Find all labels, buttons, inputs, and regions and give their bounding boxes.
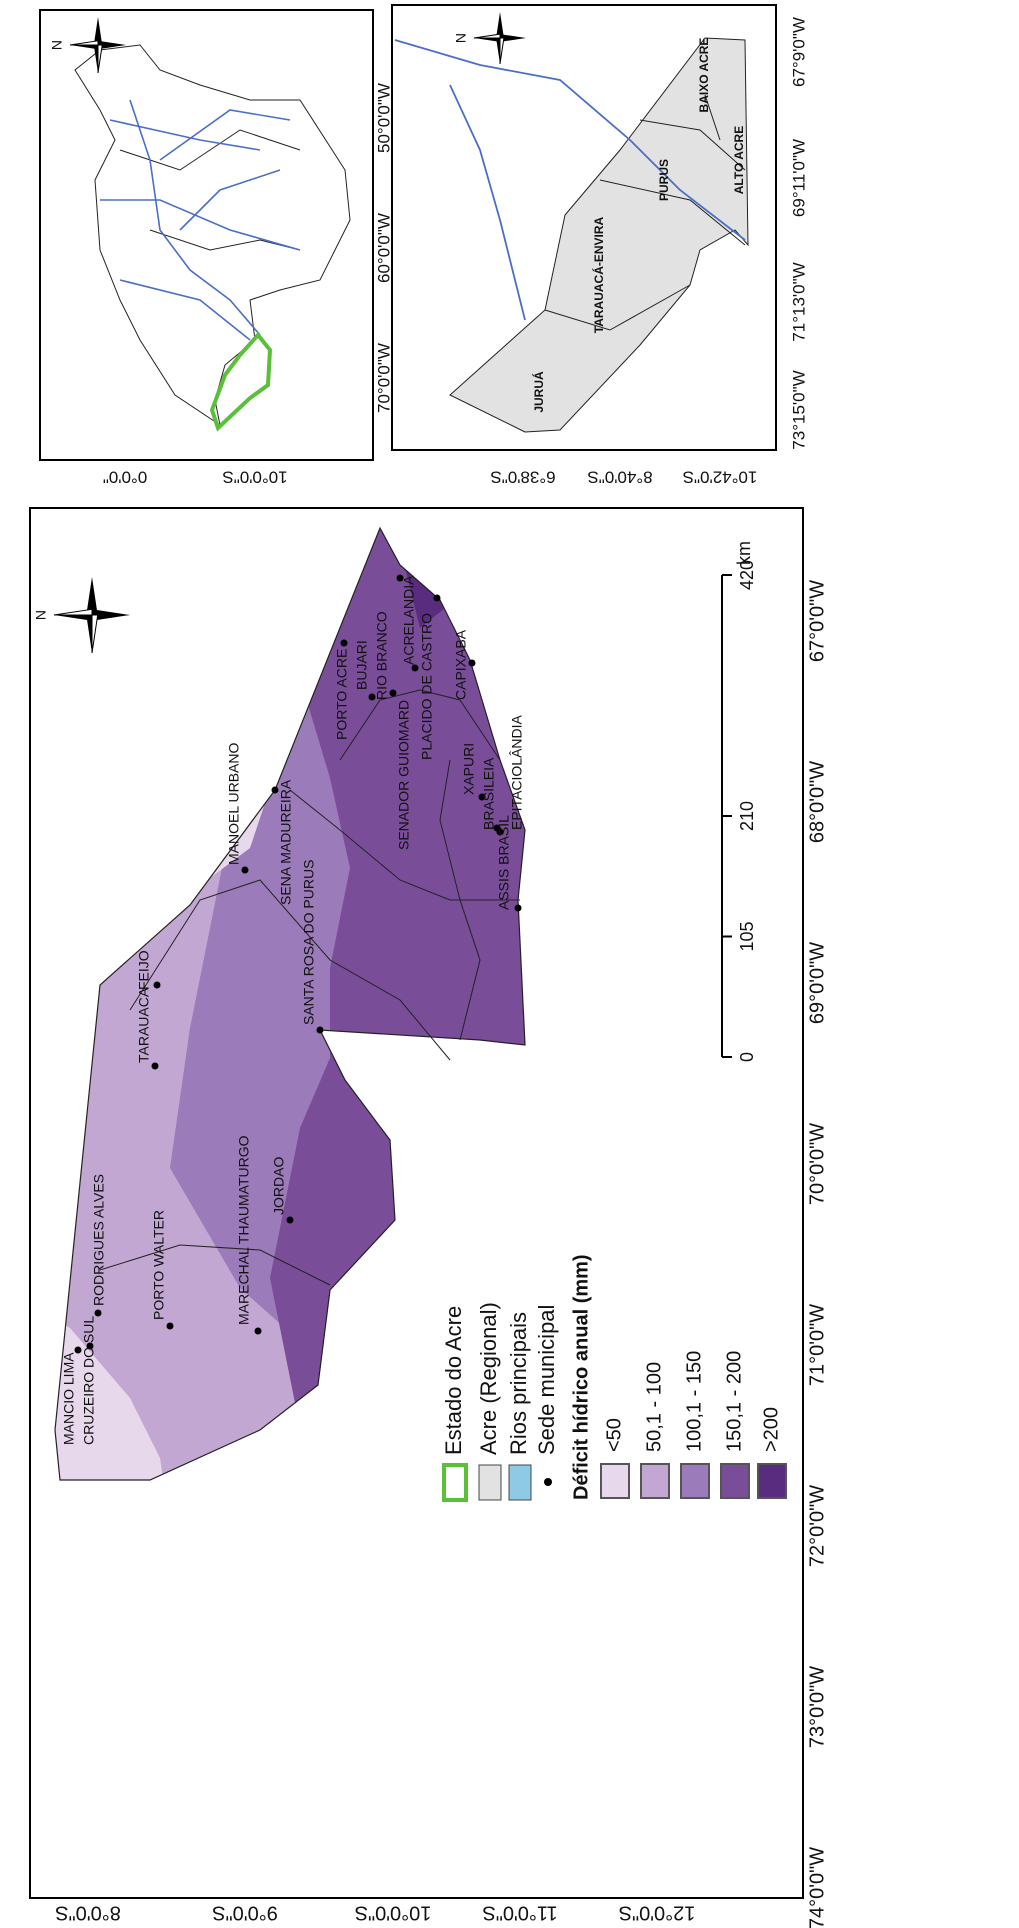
city-label: PORTO WALTER — [151, 1210, 167, 1320]
legend-label: >200 — [760, 1407, 782, 1452]
city-label: TARAUACA — [136, 987, 152, 1063]
city-label: SENADOR GUIOMARD — [396, 700, 412, 850]
legend-swatch — [479, 1465, 501, 1500]
north-label: N — [453, 33, 469, 43]
region-label: JURUÁ — [531, 371, 546, 413]
city-label: MANCIO LIMA — [61, 1352, 77, 1445]
city-label: CAPIXABA — [453, 629, 469, 700]
lon-label: 50°0'0"W — [374, 83, 393, 153]
legend-title: Déficit hídrico anual (mm) — [570, 1254, 592, 1500]
city-label: EPITACIOLÂNDIA — [509, 714, 525, 830]
city-label: SANTA ROSA DO PURUS — [301, 860, 317, 1025]
lon-label: 69°11'0"W — [789, 139, 808, 217]
city-label: SENA MADUREIRA — [278, 779, 294, 905]
lon-label: 70°0'0"W — [374, 343, 393, 413]
lon-label: 68°0'0"W — [806, 761, 828, 843]
legend-swatch — [758, 1464, 786, 1498]
legend-swatch — [444, 1465, 466, 1500]
lon-label: 67°0'0"W — [806, 580, 828, 662]
city-label: JORDAO — [271, 1157, 287, 1215]
legend-swatch — [544, 1478, 552, 1486]
scale-label: 210 — [737, 801, 757, 831]
lon-label: 73°0'0"W — [806, 1666, 828, 1748]
lon-label: 67°9'0"W — [789, 17, 808, 87]
page: {"north_label": "N", "main_map": { "lat_… — [0, 0, 1019, 1928]
city-label: XAPURI — [461, 743, 477, 795]
legend-swatch — [721, 1464, 749, 1498]
lat-label: 8°40'0"S — [587, 468, 652, 487]
lon-label: 71°13'0"W — [789, 262, 808, 341]
city-marker — [412, 665, 419, 672]
city-marker — [515, 905, 522, 912]
lat-label: 6°38'0"S — [490, 468, 555, 487]
city-label: PLACIDO DE CASTRO — [419, 613, 435, 760]
lat-label: 8°0'0"S — [55, 1902, 121, 1924]
lat-label: 12°0'0"S — [619, 1902, 696, 1924]
city-marker — [287, 1217, 294, 1224]
region-label: ALTO ACRE — [732, 126, 746, 194]
city-label: FEIJO — [136, 950, 152, 990]
city-marker — [167, 1323, 174, 1330]
lon-label: 69°0'0"W — [806, 942, 828, 1024]
lon-label: 73°15'0"W — [789, 370, 808, 449]
lon-label: 71°0'0"W — [806, 1304, 828, 1386]
city-marker — [341, 640, 348, 647]
city-label: MANOEL URBANO — [226, 742, 242, 865]
figure: 8°0'0"S 9°0'0"S 10°0'0"S 11°0'0"S 12°0'0"S 74… — [0, 0, 1019, 1928]
lon-label: 74°0'0"W — [806, 1847, 828, 1928]
city-label: ASSIS BRASIL — [496, 815, 512, 910]
lat-label: 10°42'0"S — [683, 468, 758, 487]
legend-swatch — [509, 1465, 531, 1500]
lat-label: 9°0'0"S — [212, 1902, 278, 1924]
legend-swatch — [681, 1464, 709, 1498]
city-marker — [469, 660, 476, 667]
scale-unit: km — [734, 541, 754, 565]
north-label: N — [33, 610, 49, 620]
legend-label: <50 — [603, 1418, 625, 1452]
region-label: PURUS — [657, 159, 671, 201]
region-label: BAIXO ACRE — [697, 38, 711, 113]
legend-label: Estado do Acre — [441, 1306, 466, 1455]
scale-label: 0 — [737, 1052, 757, 1062]
city-marker — [390, 690, 397, 697]
legend-label: 50,1 - 100 — [643, 1362, 665, 1452]
lon-label: 72°0'0"W — [806, 1485, 828, 1567]
legend-label: Rios principais — [506, 1312, 531, 1455]
city-label: PORTO ACRE — [334, 649, 350, 740]
region-label: TARAUACÁ-ENVIRA — [591, 216, 606, 333]
lon-label: 70°0'0"W — [806, 1123, 828, 1205]
city-label: CRUZEIRO DO SUL — [81, 1316, 97, 1445]
city-marker — [255, 1328, 262, 1335]
city-marker — [95, 1310, 102, 1317]
city-label: BRASILEIA — [481, 757, 497, 830]
city-marker — [434, 595, 441, 602]
legend-swatch — [601, 1464, 629, 1498]
legend-label: 100,1 - 150 — [683, 1351, 705, 1452]
lat-label: 11°0'0"S — [482, 1902, 557, 1924]
north-label: N — [49, 40, 65, 50]
legend-swatch — [641, 1464, 669, 1498]
city-marker — [154, 982, 161, 989]
city-label: RODRIGUES ALVES — [91, 1174, 107, 1306]
city-label: BUJARI — [354, 640, 370, 690]
legend-label: Sede municipal — [534, 1305, 559, 1455]
city-marker — [242, 867, 249, 874]
scale-label: 105 — [737, 921, 757, 951]
legend-label: 150,1 - 200 — [723, 1351, 745, 1452]
lat-label: 10°0'0"S — [222, 468, 287, 487]
city-marker — [317, 1027, 324, 1034]
lat-label: 10°0'0"S — [355, 1902, 432, 1924]
legend-label: Acre (Regional) — [476, 1302, 501, 1455]
city-marker — [152, 1063, 159, 1070]
city-label: ACRELANDIA — [401, 575, 417, 665]
city-label: RIO BRANCO — [374, 611, 390, 700]
lon-label: 60°0'0"W — [374, 213, 393, 283]
city-label: MARECHAL THAUMATURGO — [236, 1135, 252, 1325]
lat-label: 0°0'0" — [103, 468, 147, 487]
